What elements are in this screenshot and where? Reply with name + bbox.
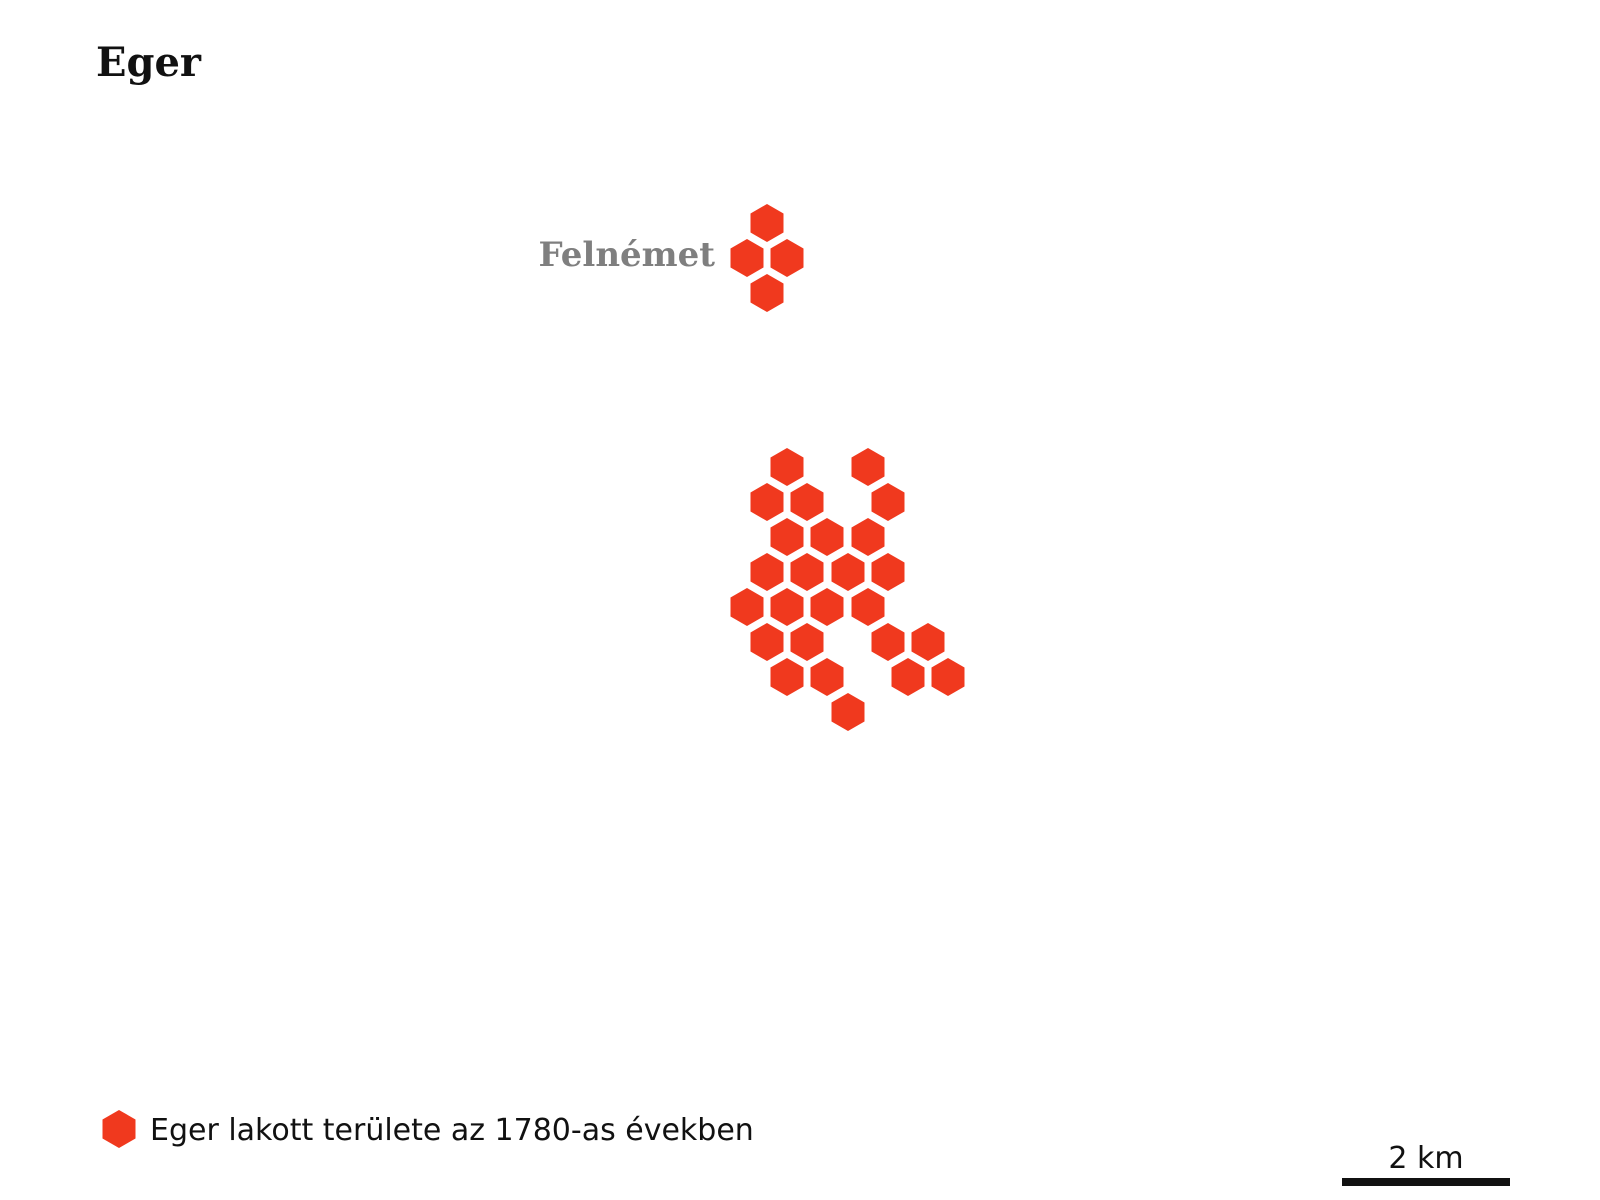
- settlement-hexagon: [871, 623, 905, 661]
- settlement-hexagon: [750, 623, 784, 661]
- legend-label: Eger lakott területe az 1780-as években: [150, 1113, 754, 1148]
- settlement-hexagon: [730, 239, 764, 277]
- settlement-hexagon: [790, 553, 824, 591]
- settlement-hexagon: [750, 553, 784, 591]
- settlement-hexagon: [750, 274, 784, 312]
- scale-bar-line: [1342, 1178, 1510, 1186]
- settlement-hexagon: [931, 658, 965, 696]
- hexagon-icon: [102, 1110, 136, 1148]
- settlement-hexagon: [871, 483, 905, 521]
- settlement-hexagons: [730, 204, 965, 731]
- settlement-hexagon: [831, 553, 865, 591]
- settlement-hexagon: [891, 658, 925, 696]
- settlement-hexagon: [851, 518, 885, 556]
- settlement-hexagon: [810, 588, 844, 626]
- settlement-hexagon: [770, 518, 804, 556]
- scale-bar-label: 2 km: [1388, 1141, 1463, 1176]
- map-title: Eger: [96, 39, 202, 86]
- settlement-hexagon: [770, 588, 804, 626]
- legend: Eger lakott területe az 1780-as években: [102, 1110, 754, 1148]
- settlement-hexagon: [851, 448, 885, 486]
- settlement-hexagon: [770, 658, 804, 696]
- place-label-felnemet: Felnémet: [539, 235, 716, 275]
- settlement-hexagon: [750, 204, 784, 242]
- settlement-hexagon: [831, 693, 865, 731]
- settlement-hexagon: [750, 483, 784, 521]
- settlement-hexagon: [790, 483, 824, 521]
- settlement-hexagon: [851, 588, 885, 626]
- settlement-hexagon: [911, 623, 945, 661]
- scale-bar: 2 km: [1342, 1141, 1510, 1186]
- settlement-hexagon: [730, 588, 764, 626]
- settlement-hexagon: [770, 239, 804, 277]
- settlement-hexagon: [810, 658, 844, 696]
- settlement-hexagon: [770, 448, 804, 486]
- settlement-hexagon: [810, 518, 844, 556]
- settlement-hexagon: [790, 623, 824, 661]
- settlement-hexagon: [871, 553, 905, 591]
